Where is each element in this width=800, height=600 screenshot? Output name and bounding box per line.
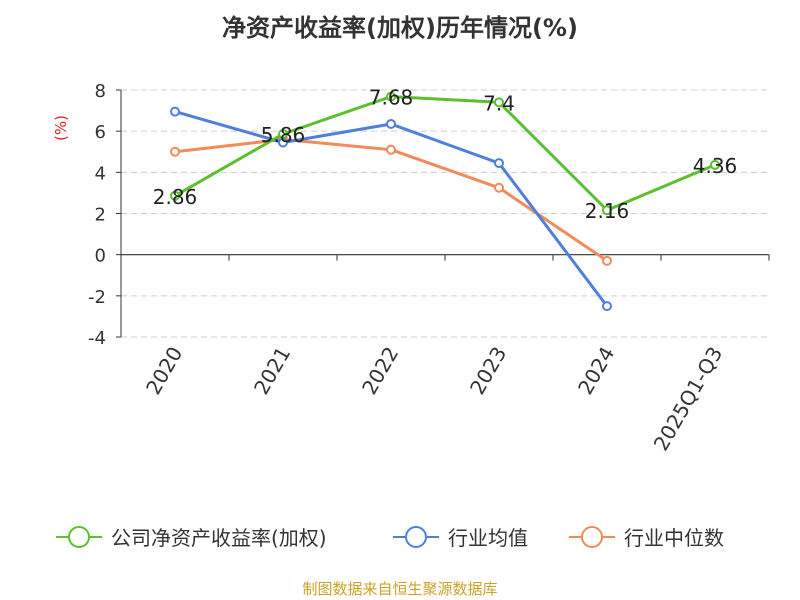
axes: 8 6 4 2 0 -2 -4 (%) 2020 2021 2022 2023 2024 2025Q1-Q…	[52, 81, 770, 455]
x-tick-label: 2020	[141, 343, 187, 399]
y-axis-label: (%)	[52, 115, 70, 141]
y-tick-label: -4	[88, 328, 106, 349]
x-tick-label: 2022	[357, 343, 403, 399]
legend-label: 公司净资产收益率(加权)	[111, 526, 327, 550]
x-tick-label: 2024	[573, 343, 619, 399]
chart-title: 净资产收益率(加权)历年情况(%)	[222, 14, 578, 42]
y-tick-label: 4	[95, 163, 106, 184]
data-point[interactable]	[386, 144, 396, 155]
legend: 公司净资产收益率(加权) 行业均值 行业中位数	[56, 526, 724, 550]
data-point[interactable]	[602, 255, 612, 266]
data-point[interactable]	[386, 91, 396, 102]
data-point[interactable]	[494, 158, 504, 169]
y-tick-label: 6	[95, 122, 106, 143]
series-line	[174, 95, 716, 212]
data-point[interactable]	[494, 182, 504, 193]
legend-marker	[581, 526, 603, 548]
legend-marker	[68, 526, 90, 548]
y-tick-label: 0	[95, 246, 106, 267]
data-label: 7.4	[483, 91, 515, 115]
data-point[interactable]	[170, 190, 180, 201]
data-label: 5.86	[261, 123, 306, 147]
y-tick-label: 8	[95, 81, 106, 102]
legend-label: 行业中位数	[624, 526, 724, 550]
y-tick-label: 2	[95, 205, 106, 226]
legend-marker	[405, 526, 427, 548]
x-tick-label: 2023	[465, 343, 511, 399]
data-labels: 2.86 5.86 7.68 7.4 2.16 4.36	[153, 86, 738, 224]
legend-label: 行业均值	[448, 526, 528, 550]
y-tick-label: -2	[88, 287, 106, 308]
data-label: 7.68	[369, 86, 414, 110]
data-point[interactable]	[386, 118, 396, 129]
data-label: 4.36	[693, 154, 738, 178]
x-tick-label: 2021	[249, 343, 295, 399]
x-tick-label: 2025Q1-Q3	[649, 343, 728, 455]
data-point[interactable]	[278, 129, 288, 140]
data-point[interactable]	[710, 159, 720, 170]
data-point[interactable]	[170, 146, 180, 157]
series-line	[174, 110, 609, 308]
legend-item[interactable]: 行业均值	[393, 526, 528, 550]
data-point[interactable]	[170, 106, 180, 117]
grid-lines	[121, 89, 769, 338]
data-source-note: 制图数据来自恒生聚源数据库	[302, 580, 498, 598]
data-point[interactable]	[602, 301, 612, 312]
data-label: 2.86	[153, 185, 198, 209]
data-label: 2.16	[585, 199, 630, 223]
data-point[interactable]	[602, 205, 612, 216]
legend-item[interactable]: 公司净资产收益率(加权)	[56, 526, 327, 550]
series-lines	[170, 91, 720, 312]
legend-item[interactable]: 行业中位数	[569, 526, 724, 550]
data-point[interactable]	[494, 97, 504, 108]
